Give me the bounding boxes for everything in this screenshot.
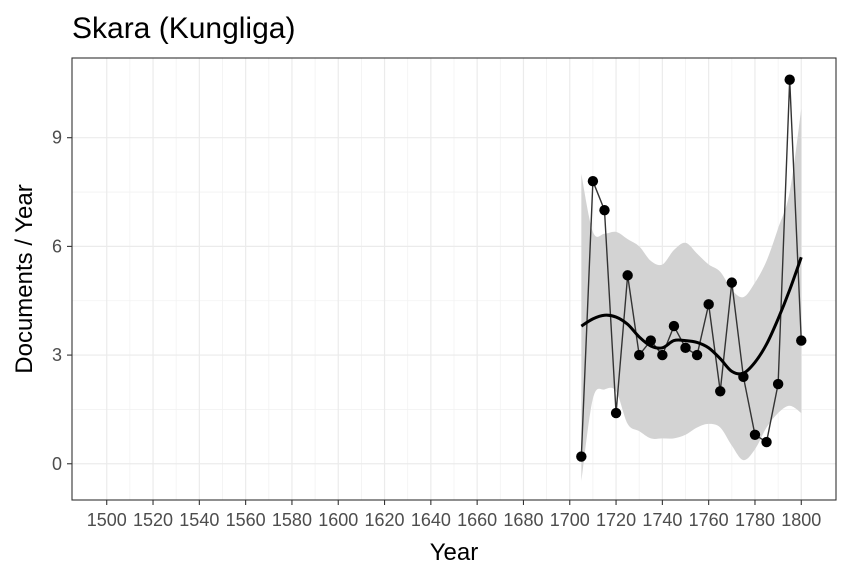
- x-tick-label: 1620: [365, 510, 405, 530]
- x-axis-title: Year: [430, 539, 479, 566]
- plot-border: [71, 57, 837, 501]
- y-axis-title: Documents / Year: [11, 184, 38, 373]
- x-tick-label: 1800: [781, 510, 821, 530]
- y-axis: 0 3 6 9: [52, 128, 72, 474]
- x-tick-label: 1680: [503, 510, 543, 530]
- data-point: [738, 371, 749, 383]
- data-point: [657, 349, 668, 361]
- x-tick-label: 1640: [411, 510, 451, 530]
- x-tick-label: 1660: [457, 510, 497, 530]
- x-tick-label: 1740: [642, 510, 682, 530]
- data-point: [796, 335, 807, 346]
- data-point: [587, 175, 599, 187]
- data-point: [703, 299, 714, 310]
- x-tick-label: 1600: [318, 510, 358, 530]
- data-point: [761, 436, 772, 448]
- chart-title: Skara (Kungliga): [72, 12, 295, 45]
- x-tick-label: 1720: [596, 510, 636, 530]
- x-tick-label: 1540: [179, 510, 219, 530]
- data-point: [668, 320, 680, 332]
- x-tick-label: 1560: [226, 510, 266, 530]
- x-tick-label: 1700: [550, 510, 590, 530]
- plot-area: [71, 57, 837, 501]
- data-point: [645, 335, 656, 346]
- data-point: [726, 277, 738, 288]
- data-point: [749, 429, 761, 440]
- data-point: [576, 451, 587, 462]
- x-tick-label: 1760: [689, 510, 729, 530]
- observed-points: [576, 74, 807, 462]
- data-point: [599, 204, 610, 216]
- y-tick-label: 3: [52, 345, 62, 365]
- data-point: [680, 342, 691, 354]
- x-tick-label: 1500: [87, 510, 127, 530]
- data-point: [772, 378, 784, 390]
- smooth-trend-line: [580, 256, 803, 376]
- x-axis: 1500 1520 1540 1560 1580 1600 1620 1640 1660 1680…: [87, 500, 821, 530]
- x-tick-label: 1780: [735, 510, 775, 530]
- y-tick-label: 0: [52, 454, 62, 474]
- data-point: [784, 74, 795, 85]
- data-point: [715, 386, 726, 397]
- x-tick-label: 1580: [272, 510, 312, 530]
- y-tick-label: 6: [52, 236, 62, 256]
- data-point: [622, 270, 633, 281]
- data-point: [634, 349, 645, 361]
- data-point: [610, 407, 622, 419]
- data-point: [691, 349, 703, 361]
- x-tick-label: 1520: [133, 510, 173, 530]
- y-tick-label: 9: [52, 128, 62, 148]
